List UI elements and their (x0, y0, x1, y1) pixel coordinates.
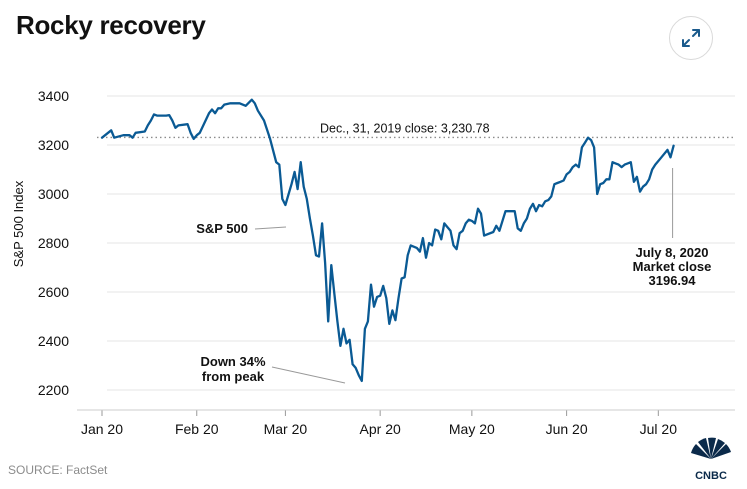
peacock-logo: CNBC (691, 437, 731, 482)
y-tick-label: 2800 (38, 235, 69, 251)
expand-arrows-icon (682, 29, 700, 47)
x-tick-label: May 20 (449, 421, 495, 437)
expand-button[interactable] (669, 16, 713, 60)
x-tick-label: Jul 20 (640, 421, 678, 437)
annotation-trough-line: Down 34% (200, 354, 265, 369)
annotation-leader (271, 366, 346, 384)
cnbc-logo: CNBC (686, 432, 736, 482)
cnbc-wordmark: CNBC (695, 470, 727, 482)
reference-line-label: Dec., 31, 2019 close: 3,230.78 (320, 121, 490, 135)
annotation-last-close-line: Market close (633, 259, 712, 274)
annotation-leader (254, 226, 287, 230)
x-tick-label: Feb 20 (175, 421, 219, 437)
y-tick-label: 2400 (38, 333, 69, 349)
y-tick-label: 2600 (38, 284, 69, 300)
chart-title: Rocky recovery (16, 10, 206, 40)
annotation-last-close-line: 3196.94 (649, 273, 697, 288)
x-tick-label: Jun 20 (546, 421, 588, 437)
annotation-trough-line: from peak (202, 369, 265, 384)
x-tick-label: Apr 20 (360, 421, 401, 437)
y-tick-label: 3400 (38, 88, 69, 104)
x-tick-label: Mar 20 (264, 421, 308, 437)
annotation-sp500: S&P 500 (196, 221, 248, 236)
annotation-last-close-line: July 8, 2020 (636, 245, 709, 260)
y-tick-label: 2200 (38, 382, 69, 398)
source-note: SOURCE: FactSet (8, 463, 108, 477)
y-axis-label: S&P 500 Index (11, 180, 26, 267)
y-tick-label: 3200 (38, 137, 69, 153)
sp500-line (100, 98, 675, 383)
x-tick-label: Jan 20 (81, 421, 123, 437)
y-tick-label: 3000 (38, 186, 69, 202)
